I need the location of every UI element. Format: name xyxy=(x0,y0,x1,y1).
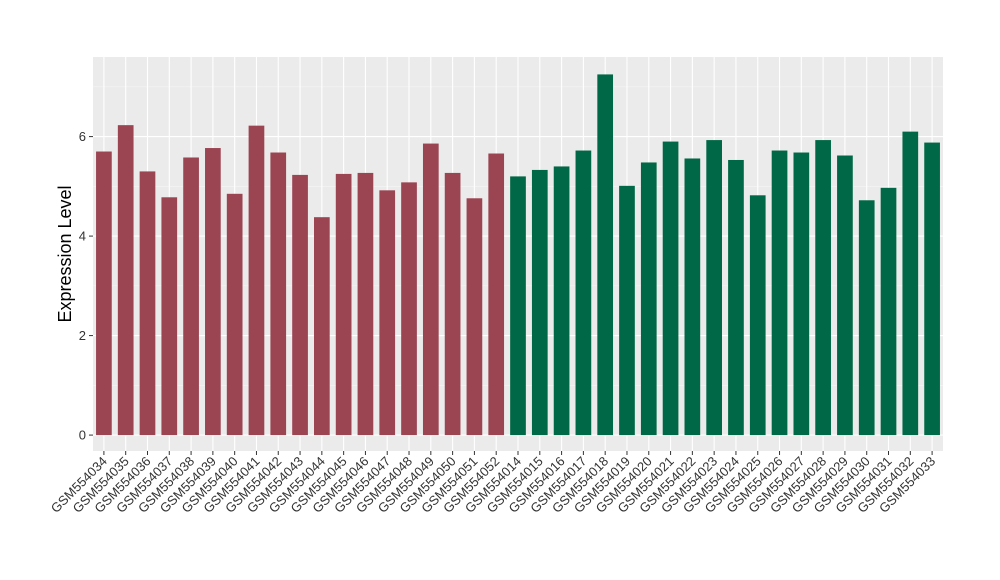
bar-GSM554021 xyxy=(662,141,679,436)
bar-GSM554036 xyxy=(139,171,156,436)
bar-GSM554050 xyxy=(444,172,461,436)
bar-GSM554037 xyxy=(161,197,178,436)
bar-GSM554048 xyxy=(401,182,417,436)
x-axis: GSM554034GSM554035GSM554036GSM554037GSM5… xyxy=(48,451,938,516)
bar-GSM554020 xyxy=(640,162,657,436)
y-axis: 0 2 4 6 xyxy=(79,129,93,443)
y-axis-title: Expression Level xyxy=(55,185,75,322)
bar-GSM554015 xyxy=(531,169,548,436)
bar-GSM554034 xyxy=(96,151,112,436)
bar-GSM554022 xyxy=(684,158,701,436)
bar-GSM554049 xyxy=(422,143,439,436)
bar-GSM554052 xyxy=(488,153,505,436)
bar-GSM554046 xyxy=(357,172,374,436)
bar-GSM554033 xyxy=(924,142,940,436)
bar-GSM554032 xyxy=(902,131,919,436)
bar-GSM554024 xyxy=(728,159,744,436)
bar-GSM554016 xyxy=(553,166,570,436)
bar-GSM554028 xyxy=(815,140,831,436)
bar-GSM554026 xyxy=(771,150,788,436)
bar-GSM554019 xyxy=(619,185,635,436)
bar-GSM554042 xyxy=(270,152,287,436)
bar-GSM554039 xyxy=(205,148,221,436)
bar-GSM554051 xyxy=(466,198,483,436)
bar-GSM554031 xyxy=(880,187,897,436)
y-tick-label: 6 xyxy=(79,129,86,144)
bar-GSM554025 xyxy=(749,195,766,436)
y-tick-label: 0 xyxy=(79,428,86,443)
bar-GSM554014 xyxy=(510,176,526,436)
y-tick-label: 2 xyxy=(79,328,86,343)
bar-GSM554017 xyxy=(575,150,592,436)
bar-GSM554047 xyxy=(379,190,396,436)
bar-GSM554040 xyxy=(226,193,243,436)
bar-GSM554035 xyxy=(117,125,134,436)
bars xyxy=(96,74,940,436)
bar-GSM554018 xyxy=(597,74,614,436)
bar-GSM554045 xyxy=(335,173,352,436)
bar-GSM554038 xyxy=(183,157,199,436)
bar-GSM554030 xyxy=(858,200,875,436)
bar-GSM554027 xyxy=(793,152,810,436)
bar-GSM554029 xyxy=(837,155,853,436)
bar-GSM554043 xyxy=(292,174,308,436)
bar-GSM554041 xyxy=(248,125,265,436)
bar-GSM554023 xyxy=(706,140,722,436)
bar-GSM554044 xyxy=(314,217,330,436)
y-tick-label: 4 xyxy=(79,229,86,244)
